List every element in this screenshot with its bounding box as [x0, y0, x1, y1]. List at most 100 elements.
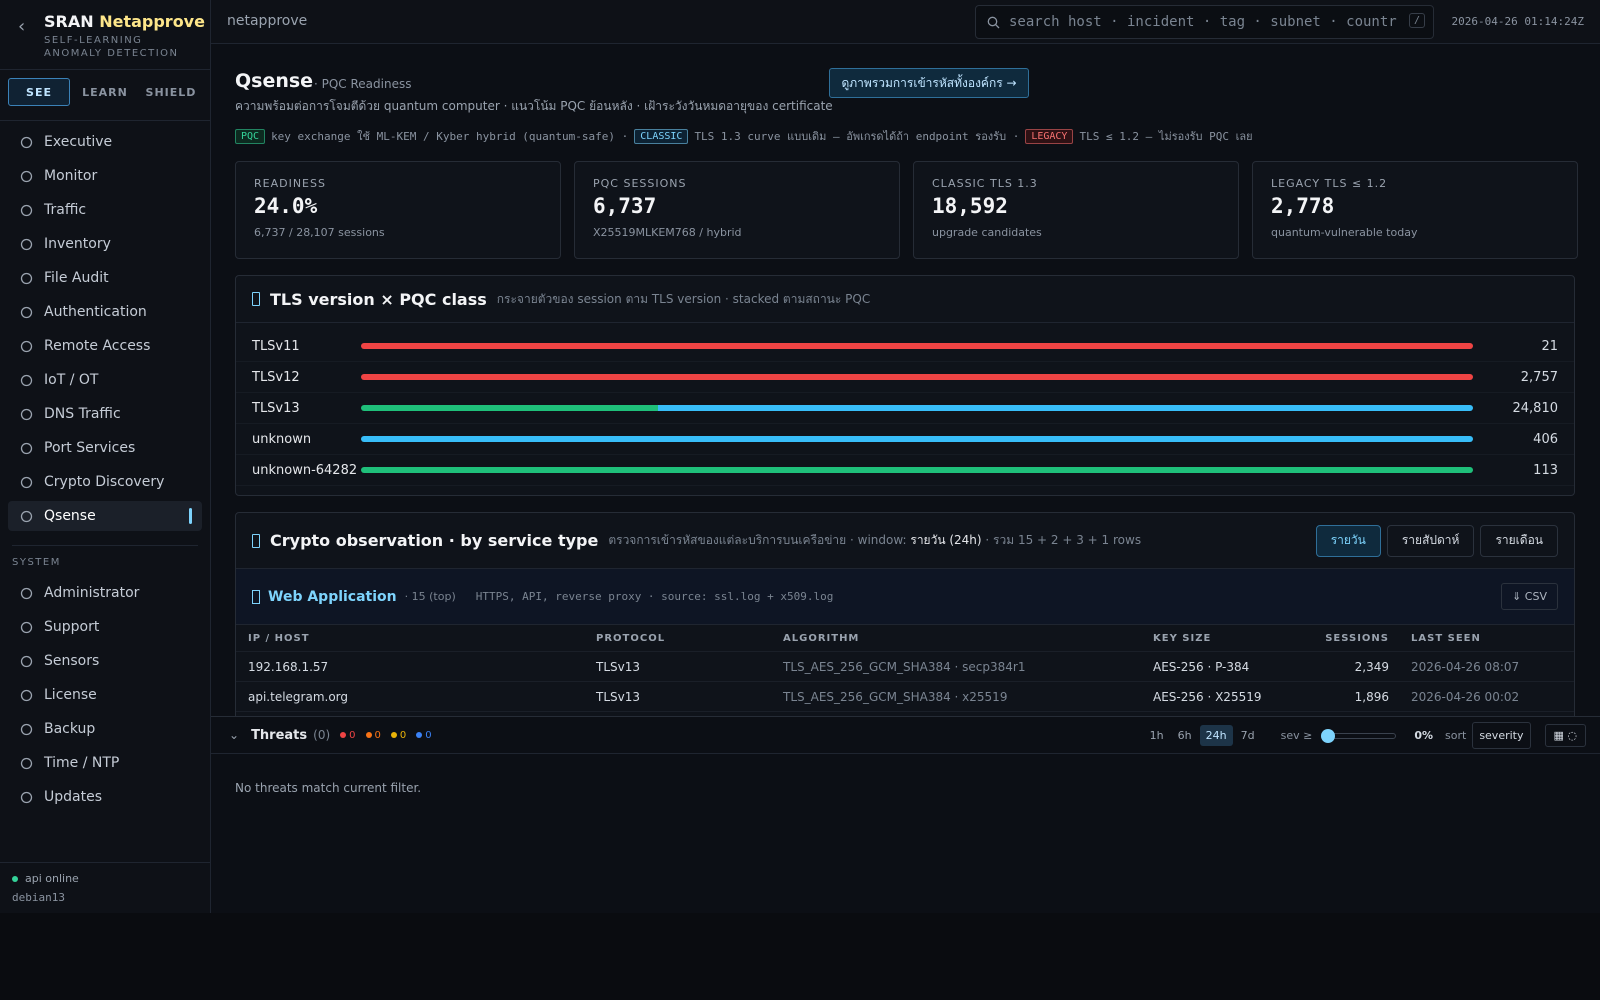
- kpi-label: PQC SESSIONS: [593, 177, 687, 190]
- nav-item[interactable]: Executive: [8, 127, 202, 157]
- range-tabs: 1h 6h 24h 7d: [1144, 725, 1261, 746]
- bar-row: TLSv13 24,810: [236, 393, 1574, 424]
- overview-button[interactable]: ดูภาพรวมการเข้ารหัสทั้งองค์กร →: [829, 68, 1029, 98]
- mode-tab[interactable]: SEE: [8, 78, 70, 106]
- page-description: ความพร้อมต่อการโจมตีด้วย quantum compute…: [235, 99, 833, 113]
- nav-item[interactable]: File Audit: [8, 263, 202, 293]
- table-row[interactable]: 192.168.1.57 TLSv13 TLS_AES_256_GCM_SHA384…: [236, 652, 1574, 682]
- kpi-value: 24.0%: [254, 194, 318, 218]
- table-cell: AES-256 · X25519: [1153, 689, 1262, 704]
- table-row[interactable]: api.telegram.org TLSv13 TLS_AES_256_GCM_SH…: [236, 682, 1574, 712]
- bar-total: 21: [1541, 338, 1558, 354]
- nav-label: Qsense: [44, 508, 96, 524]
- nav-item[interactable]: Support: [8, 612, 202, 642]
- legend-tag: PQC: [235, 128, 266, 144]
- stacked-bar: [361, 343, 1473, 349]
- nav-item[interactable]: Authentication: [8, 297, 202, 327]
- threat-controls: 1h 6h 24h 7d sev ≥ 0% sort severity ▦ ◌: [1144, 717, 1586, 754]
- legend-tag: LEGACY: [1025, 128, 1074, 144]
- threats-title: Threats: [251, 727, 308, 743]
- bar-total: 406: [1533, 431, 1558, 447]
- window: รายวัน (24h): [910, 533, 982, 547]
- severity-counts: 0 0 0 0: [336, 730, 432, 741]
- bar-label: unknown: [252, 431, 312, 447]
- mode-tab[interactable]: SHIELD: [145, 85, 197, 99]
- status-text: api online: [25, 872, 79, 885]
- nav-item[interactable]: Updates: [8, 782, 202, 812]
- nav-icon: [20, 510, 33, 522]
- stacked-bar: [361, 405, 1473, 411]
- threats-count: (0): [313, 728, 331, 742]
- column-header: PROTOCOL: [596, 632, 666, 644]
- nav-item[interactable]: Qsense: [8, 501, 202, 531]
- nav-icon: [20, 340, 33, 352]
- nav-item[interactable]: Sensors: [8, 646, 202, 676]
- nav-item[interactable]: Crypto Discovery: [8, 467, 202, 497]
- bar-total: 24,810: [1512, 400, 1559, 416]
- nav-item[interactable]: Remote Access: [8, 331, 202, 361]
- group-header: Web Application · 15 (top) HTTPS, API, rev…: [236, 569, 1574, 625]
- nav-icon: [20, 272, 33, 284]
- card-title: Crypto observation · by service type: [270, 531, 599, 550]
- legend-tag: CLASSIC: [634, 128, 689, 144]
- view-toggle[interactable]: ▦ ◌: [1544, 724, 1586, 747]
- bar-segment: [361, 343, 1473, 349]
- range-tab[interactable]: 24h: [1199, 725, 1233, 746]
- nav-item[interactable]: IoT / OT: [8, 365, 202, 395]
- kpi-card: PQC SESSIONS 6,737 X25519MLKEM768 / hybrid: [574, 161, 900, 259]
- brand-name: SRAN: [44, 12, 94, 31]
- back-button[interactable]: ‹: [18, 16, 26, 37]
- kpi-sub: X25519MLKEM768 / hybrid: [593, 226, 742, 239]
- table-cell: AES-256 · P-384: [1153, 659, 1250, 674]
- divider: [0, 69, 210, 70]
- section-label: SYSTEM: [12, 557, 61, 568]
- card-subtitle: กระจายตัวของ session ตาม TLS version · s…: [496, 291, 871, 306]
- class-legend: PQC key exchange ใช้ ML-KEM / Kyber hybri…: [235, 127, 1253, 145]
- window-tab[interactable]: รายสัปดาห์: [1386, 524, 1475, 557]
- nav-label: Backup: [44, 721, 96, 737]
- nav-item[interactable]: Port Services: [8, 433, 202, 463]
- nav-icon: [20, 374, 33, 386]
- nav-item[interactable]: Administrator: [8, 578, 202, 608]
- severity-count: 0: [416, 730, 432, 741]
- range-tab[interactable]: 1h: [1149, 729, 1164, 742]
- nav-item[interactable]: Inventory: [8, 229, 202, 259]
- nav-label: IoT / OT: [44, 372, 99, 388]
- sort-select[interactable]: severity: [1472, 722, 1531, 749]
- nav-label: Monitor: [44, 168, 98, 184]
- sort-label: sort: [1445, 729, 1467, 742]
- kpi-row: READINESS 24.0% 6,737 / 28,107 sessions PQC…: [235, 161, 1578, 259]
- search[interactable]: search host · incident · tag · subnet · …: [975, 5, 1434, 39]
- collapse-toggle[interactable]: ⌄: [229, 728, 240, 742]
- window-tab[interactable]: รายวัน: [1315, 524, 1381, 557]
- nav-label: Administrator: [44, 585, 140, 601]
- nav-item[interactable]: Time / NTP: [8, 748, 202, 778]
- range-tab[interactable]: 7d: [1240, 729, 1255, 742]
- kpi-card: LEGACY TLS ≤ 1.2 2,778 quantum-vulnerable …: [1252, 161, 1578, 259]
- sev-slider[interactable]: [1321, 728, 1397, 743]
- bar-row: unknown 406: [236, 424, 1574, 455]
- nav-item[interactable]: Monitor: [8, 161, 202, 191]
- range-tab[interactable]: 6h: [1177, 729, 1192, 742]
- window-tab[interactable]: รายเดือน: [1480, 524, 1558, 557]
- count: 0: [374, 729, 381, 741]
- group-title[interactable]: Web Application: [268, 588, 397, 605]
- csv-button[interactable]: ⇓ CSV: [1501, 583, 1558, 610]
- nav-item[interactable]: Backup: [8, 714, 202, 744]
- nav-label: Crypto Discovery: [44, 474, 165, 490]
- bar-total: 113: [1533, 462, 1558, 478]
- kpi-card: READINESS 24.0% 6,737 / 28,107 sessions: [235, 161, 561, 259]
- card-header: Crypto observation · by service type ตรว…: [236, 513, 1574, 569]
- nav-label: License: [44, 687, 97, 703]
- brand-accent: Netapprove: [99, 12, 205, 31]
- nav-item[interactable]: License: [8, 680, 202, 710]
- mode-tab[interactable]: LEARN: [82, 85, 128, 99]
- legend-text: key exchange ใช้ ML-KEM / Kyber hybrid (…: [271, 130, 629, 143]
- kpi-label: READINESS: [254, 177, 326, 190]
- bar-segment: [361, 436, 1473, 442]
- kpi-label: CLASSIC TLS 1.3: [932, 177, 1038, 190]
- table-cell: 1,896: [1354, 689, 1389, 704]
- tls-chart-card: TLS version × PQC class กระจายตัวของ sess…: [235, 275, 1575, 496]
- nav-item[interactable]: DNS Traffic: [8, 399, 202, 429]
- nav-item[interactable]: Traffic: [8, 195, 202, 225]
